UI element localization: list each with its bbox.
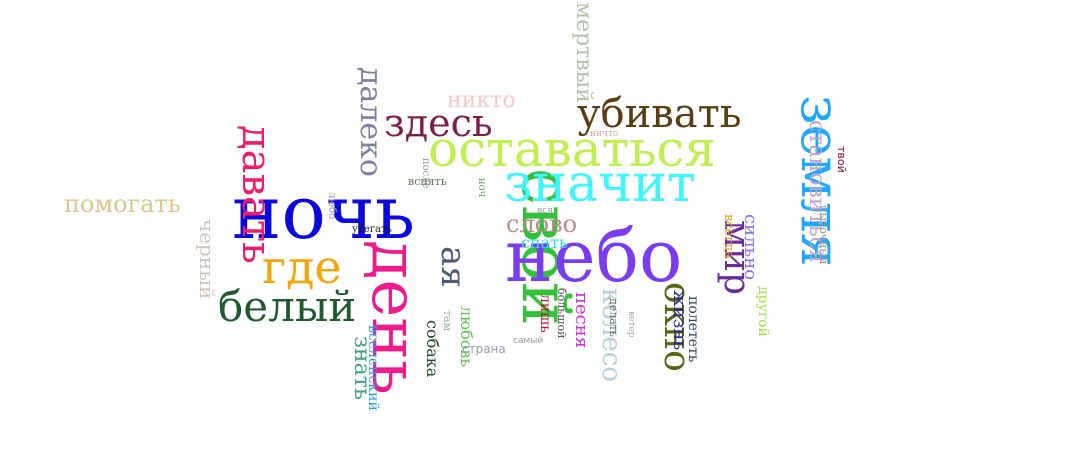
word-bolshoy: большой [555,288,568,339]
word-ubivat: убивать [577,91,742,137]
word-lyubov: любовь [457,306,476,368]
word-noch: ночь [232,170,416,256]
word-gde: где [262,240,342,294]
word-chernyy: черный [195,219,219,300]
word-vspyat: вспять [408,175,447,188]
word-nebo: небо [505,214,683,298]
word-lish: лишь [537,294,553,333]
word-vselenskiy: вселенский [365,325,381,411]
word-poletet: полететь [685,296,701,363]
word-lyubo: любо [326,192,337,220]
word-silno: сильно [740,214,761,281]
word-vsegda: всегда [721,214,736,259]
word-tvoy: твой [835,146,848,173]
word-pytochnyy: пыточный [817,205,830,265]
word-aya: ая [433,246,473,288]
word-vsya: вся [537,206,553,216]
word-nikto: никто [447,88,516,113]
word-spat: спать [521,233,568,252]
word-pesnya: песня [571,292,592,349]
word-ostavatsya: оставаться [428,120,716,178]
word-veter: ветер [626,311,636,338]
word-sobaka: собака [423,320,442,378]
word-belyy: белый [218,282,357,331]
word-slovo: слово [506,210,578,238]
word-pomogat: помогать [64,190,181,218]
word-mertvyy: мертвый [571,2,596,103]
word-strana: страна [462,342,506,356]
word-nichto: ничто [590,129,619,139]
word-ubegat: убегать [352,224,392,235]
word-zdes: здесь [384,101,493,145]
word-drugoy: другой [755,286,771,337]
word-nich: ноч [476,178,487,198]
word-daleko: далеко [353,67,388,177]
word-znachit: значит [504,154,696,214]
word-delat: делать [607,298,620,337]
word-tam: там [441,310,454,332]
word-samyy: самый [513,336,544,346]
